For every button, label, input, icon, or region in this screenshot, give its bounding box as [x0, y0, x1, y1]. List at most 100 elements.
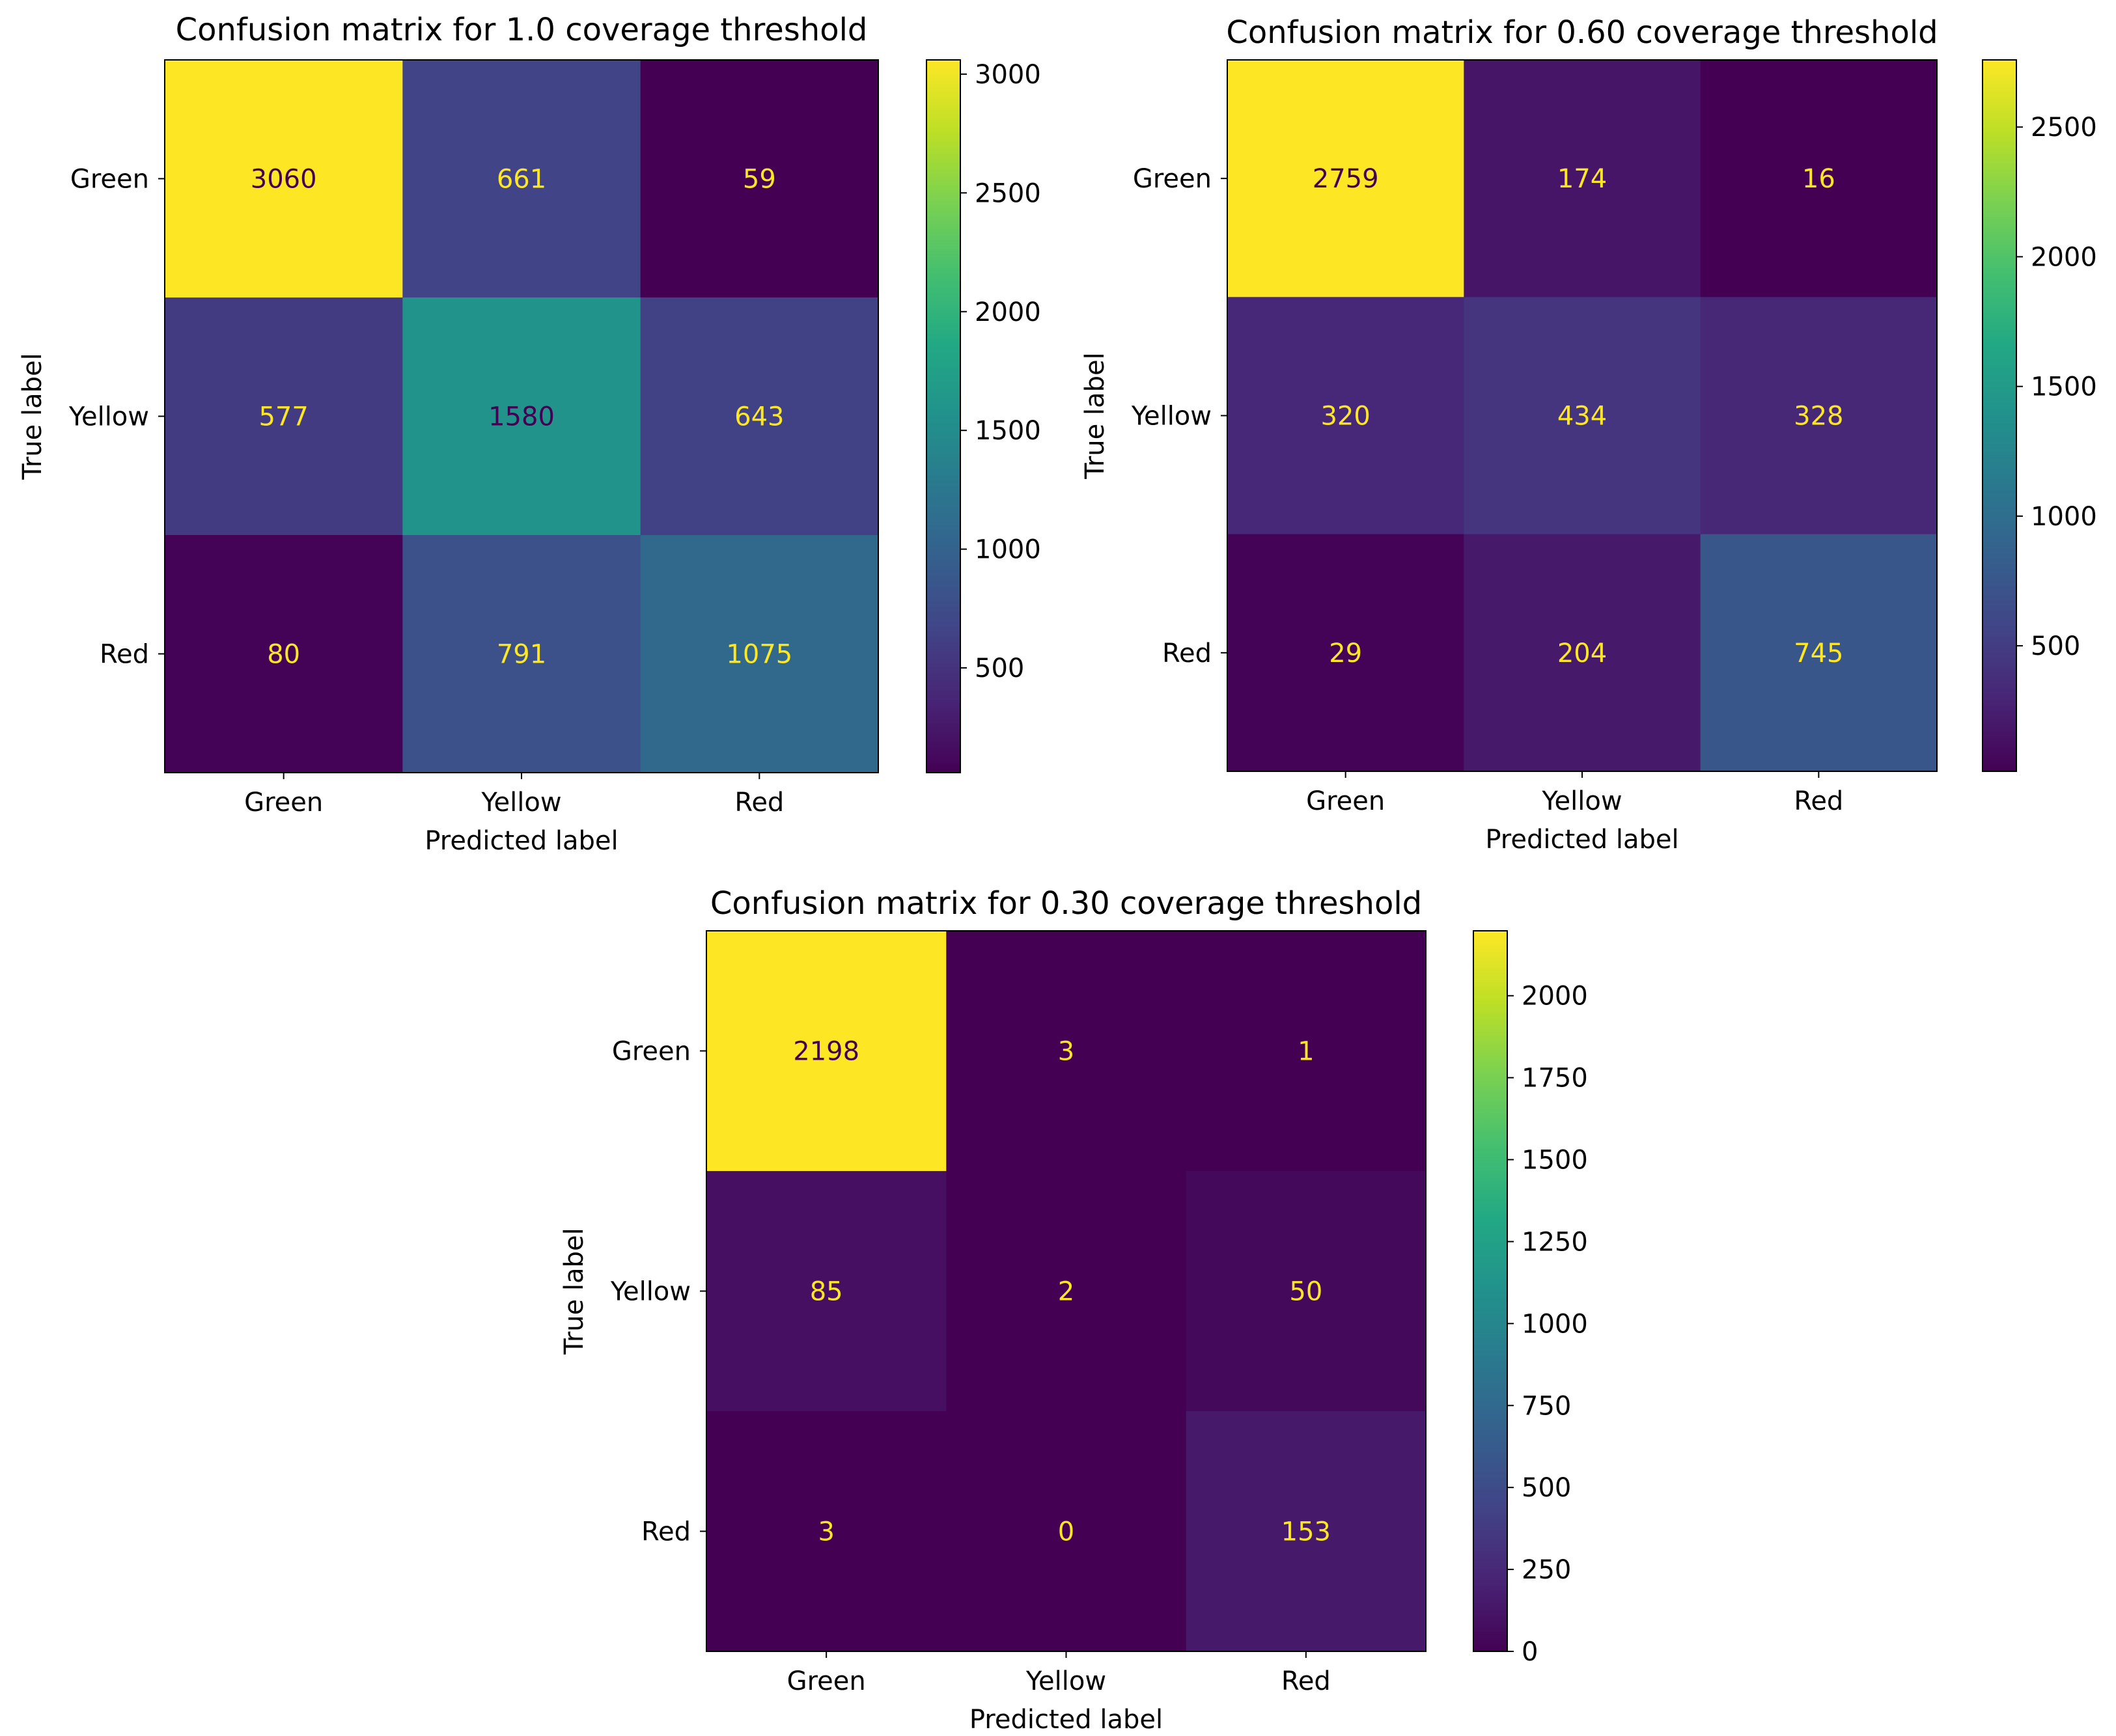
cell-value-label: 1580 — [488, 402, 555, 432]
matrix-cell — [1464, 297, 1701, 535]
cell-value-label: 80 — [267, 640, 300, 670]
y-tick-label: Red — [1162, 639, 1212, 668]
matrix-cell — [165, 60, 403, 298]
cell-value-label: 577 — [258, 402, 308, 432]
confusion-matrix-panel-1: Confusion matrix for 1.0 coverage thresh… — [18, 12, 1041, 856]
matrix-cell — [1464, 60, 1701, 297]
y-tick-label: Yellow — [1131, 402, 1212, 432]
colorbar-tick-label: 500 — [1522, 1473, 1571, 1503]
colorbar-tick-label: 2500 — [2031, 113, 2097, 143]
matrix-cell — [402, 535, 641, 773]
colorbar-tick-label: 1000 — [1522, 1309, 1588, 1339]
colorbar-tick-label: 2000 — [2031, 242, 2097, 272]
colorbar — [1982, 59, 2017, 772]
cell-value-label: 204 — [1557, 639, 1607, 668]
x-axis-label: Predicted label — [969, 1705, 1163, 1735]
colorbar-tick-label: 0 — [1522, 1637, 1538, 1667]
y-axis-label: True label — [1080, 352, 1110, 479]
x-tick-label: Green — [787, 1666, 866, 1696]
matrix-cell — [1227, 297, 1464, 535]
matrix-cell — [706, 1411, 947, 1652]
chart-title: Confusion matrix for 1.0 coverage thresh… — [176, 12, 868, 48]
matrix-cell — [1700, 534, 1938, 772]
colorbar-tick-label: 2000 — [1522, 982, 1588, 1012]
colorbar-tick-label: 1500 — [2031, 372, 2097, 402]
y-tick-label: Green — [612, 1037, 691, 1067]
colorbar-tick-label: 1000 — [2031, 502, 2097, 532]
cell-value-label: 661 — [497, 165, 546, 195]
x-tick-label: Red — [734, 788, 784, 818]
colorbar — [926, 59, 961, 773]
colorbar-tick-label: 1500 — [975, 416, 1041, 446]
matrix-cell — [706, 1171, 947, 1412]
colorbar — [1473, 930, 1508, 1652]
cell-value-label: 3060 — [251, 165, 317, 195]
cell-value-label: 643 — [734, 402, 784, 432]
cell-value-label: 328 — [1794, 402, 1843, 432]
cell-value-label: 50 — [1289, 1277, 1322, 1307]
colorbar-tick-label: 2500 — [975, 178, 1041, 208]
x-tick-label: Yellow — [1025, 1666, 1106, 1696]
cell-value-label: 791 — [497, 640, 546, 670]
matrix-cell — [946, 1411, 1187, 1652]
matrix-cell — [640, 297, 879, 536]
colorbar-tick-label: 500 — [2031, 631, 2080, 661]
cell-value-label: 3 — [818, 1517, 834, 1547]
matrix-cell — [946, 1171, 1187, 1412]
cell-value-label: 320 — [1320, 402, 1370, 432]
colorbar-tick-label: 750 — [1522, 1391, 1571, 1421]
cell-value-label: 153 — [1281, 1517, 1331, 1547]
y-tick-label: Yellow — [610, 1277, 691, 1307]
cell-value-label: 3 — [1058, 1037, 1074, 1067]
colorbar-tick-label: 500 — [975, 654, 1024, 683]
y-tick-label: Yellow — [68, 402, 149, 432]
matrix-cell — [1186, 931, 1427, 1172]
colorbar-tick-label: 3000 — [975, 60, 1041, 90]
cell-value-label: 174 — [1557, 164, 1607, 194]
colorbar-tick-label: 1250 — [1522, 1227, 1588, 1257]
chart-title: Confusion matrix for 0.30 coverage thres… — [710, 885, 1422, 922]
cell-value-label: 2198 — [793, 1037, 859, 1067]
cell-value-label: 85 — [810, 1277, 843, 1307]
confusion-matrix-panel-3: Confusion matrix for 0.30 coverage thres… — [559, 885, 1588, 1735]
y-axis-label: True label — [18, 353, 48, 480]
y-axis-label: True label — [559, 1228, 589, 1355]
y-tick-label: Red — [641, 1517, 691, 1547]
matrix-cell — [402, 297, 641, 536]
cell-value-label: 2 — [1058, 1277, 1074, 1307]
cell-value-label: 1 — [1298, 1037, 1314, 1067]
matrix-cell — [402, 60, 641, 298]
matrix-cell — [1464, 534, 1701, 772]
x-tick-label: Red — [1794, 786, 1843, 816]
cell-value-label: 0 — [1058, 1517, 1074, 1547]
matrix-cell — [640, 535, 879, 773]
confusion-matrix-panel-2: Confusion matrix for 0.60 coverage thres… — [1080, 14, 2097, 855]
x-tick-label: Yellow — [480, 788, 561, 818]
cell-value-label: 29 — [1329, 639, 1362, 668]
matrix-cell — [1227, 60, 1464, 297]
colorbar-tick-label: 1500 — [1522, 1146, 1588, 1176]
colorbar-tick-label: 1750 — [1522, 1064, 1588, 1094]
x-tick-label: Green — [1306, 786, 1385, 816]
y-tick-label: Red — [100, 640, 149, 670]
cell-value-label: 434 — [1557, 402, 1607, 432]
x-axis-label: Predicted label — [425, 826, 618, 856]
x-axis-label: Predicted label — [1485, 825, 1678, 855]
x-tick-label: Yellow — [1541, 786, 1622, 816]
matrix-cell — [165, 535, 403, 773]
chart-title: Confusion matrix for 0.60 coverage thres… — [1226, 14, 1938, 51]
cell-value-label: 16 — [1802, 164, 1835, 194]
matrix-cell — [1186, 1171, 1427, 1412]
matrix-cell — [946, 931, 1187, 1172]
matrix-cell — [1700, 297, 1938, 535]
matrix-cell — [165, 297, 403, 536]
x-tick-label: Green — [244, 788, 323, 818]
matrix-cell — [1186, 1411, 1427, 1652]
y-tick-label: Green — [1133, 164, 1212, 194]
x-tick-label: Red — [1281, 1666, 1331, 1696]
matrix-cell — [1700, 60, 1938, 297]
matrix-cell — [640, 60, 879, 298]
matrix-cell — [1227, 534, 1464, 772]
colorbar-tick-label: 250 — [1522, 1555, 1571, 1585]
